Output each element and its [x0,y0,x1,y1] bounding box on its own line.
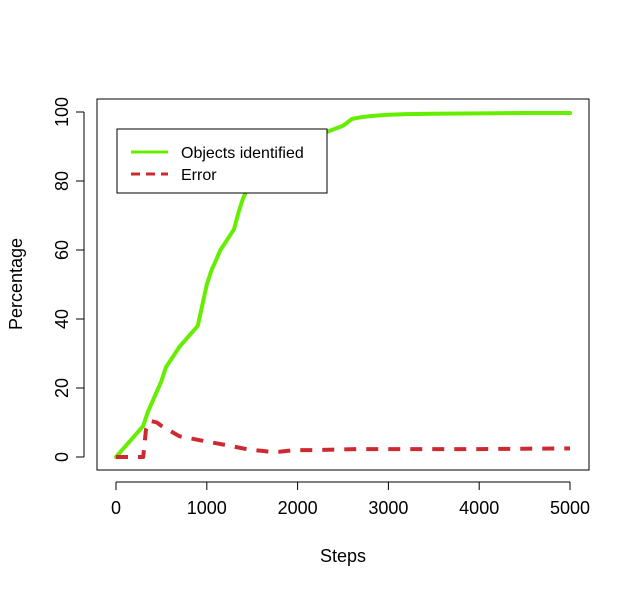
x-tick-label: 1000 [187,498,227,518]
x-tick-label: 0 [111,498,121,518]
plot-area-frame [96,98,590,471]
legend-label-objects-identified: Objects identified [181,145,304,162]
x-axis: 0 1000 2000 3000 4000 5000 [111,481,590,518]
x-axis-title: Steps [320,546,366,566]
x-tick-label: 5000 [550,498,590,518]
x-tick-label: 4000 [459,498,499,518]
x-tick-label: 3000 [368,498,408,518]
y-tick-label: 0 [52,452,72,462]
x-tick-label: 2000 [278,498,318,518]
y-tick-label: 80 [52,171,72,191]
y-axis-title: Percentage [6,238,26,330]
y-axis: 0 20 40 60 80 100 [52,97,85,462]
y-tick-label: 60 [52,240,72,260]
y-tick-label: 20 [52,378,72,398]
y-tick-label: 40 [52,309,72,329]
legend-box [116,128,328,194]
legend: Objects identified Error [116,128,328,194]
y-tick-label: 100 [52,97,72,127]
legend-label-error: Error [181,167,217,184]
